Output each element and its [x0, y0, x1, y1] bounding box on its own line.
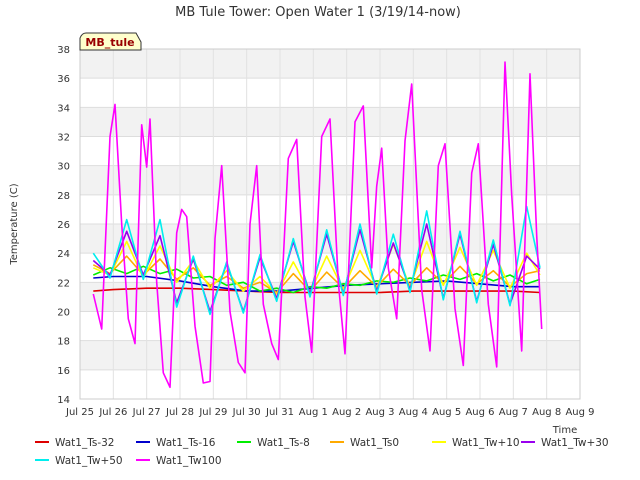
y-tick-label: 14 — [57, 395, 70, 406]
legend-label: Wat1_Ts-8 — [257, 437, 310, 449]
legend-label: Wat1_Ts-32 — [55, 437, 115, 449]
x-tick-label: Jul 31 — [265, 407, 294, 418]
x-tick-label: Jul 30 — [232, 407, 261, 418]
x-tick-label: Aug 7 — [499, 407, 528, 418]
legend-label: Wat1_Tw100 — [156, 455, 222, 467]
y-tick-label: 24 — [57, 249, 70, 260]
y-axis-label: Temperature (C) — [9, 183, 20, 265]
x-tick-label: Jul 25 — [65, 407, 94, 418]
x-tick-label: Aug 1 — [299, 407, 328, 418]
station-label: MB_tule — [85, 36, 134, 49]
plot-band — [80, 311, 580, 341]
x-axis: Jul 25 Jul 26 Jul 27 Jul 28 Jul 29 Jul 30 Jul … — [65, 407, 595, 418]
legend-label: Wat1_Tw+30 — [541, 437, 609, 449]
x-axis-label: Time — [552, 425, 577, 436]
y-tick-label: 34 — [57, 103, 70, 114]
plot-band — [80, 194, 580, 224]
plot-band — [80, 165, 580, 195]
chart-title: MB Tule Tower: Open Water 1 (3/19/14-now… — [175, 5, 461, 20]
y-tick-label: 28 — [57, 191, 70, 202]
plot-frame — [79, 48, 581, 400]
plot-band — [80, 49, 580, 79]
y-tick-label: 38 — [57, 45, 70, 56]
y-axis: 14 16 18 20 22 24 26 28 30 32 34 36 38 — [57, 45, 70, 406]
plot-band — [80, 78, 580, 108]
x-tick-label: Aug 9 — [565, 407, 594, 418]
x-tick-label: Aug 3 — [365, 407, 394, 418]
y-tick-label: 20 — [57, 308, 70, 319]
plot-band — [80, 340, 580, 370]
x-tick-label: Aug 5 — [432, 407, 461, 418]
y-tick-label: 30 — [57, 162, 70, 173]
station-label-tab — [79, 32, 142, 51]
x-tick-label: Aug 6 — [465, 407, 494, 418]
legend-label: Wat1_Ts-16 — [156, 437, 216, 449]
x-tick-label: Jul 27 — [132, 407, 161, 418]
legend-label: Wat1_Ts0 — [350, 437, 399, 449]
x-tick-label: Aug 2 — [332, 407, 361, 418]
y-tick-label: 26 — [57, 220, 70, 231]
y-tick-label: 36 — [57, 74, 70, 85]
plot-band — [80, 136, 580, 166]
y-tick-label: 18 — [57, 337, 70, 348]
y-tick-label: 22 — [57, 278, 70, 289]
series-layer — [92, 61, 543, 389]
legend: Wat1_Ts-32 Wat1_Ts-16 Wat1_Ts-8 Wat1_Ts0 Wat… — [35, 437, 609, 467]
x-tick-label: Jul 29 — [198, 407, 227, 418]
y-tick-label: 16 — [57, 366, 70, 377]
legend-label: Wat1_Tw+10 — [452, 437, 520, 449]
y-tick-label: 32 — [57, 133, 70, 144]
station-label-box: MB_tule — [79, 32, 142, 51]
legend-label: Wat1_Tw+50 — [55, 455, 123, 467]
x-tick-label: Aug 4 — [399, 407, 428, 418]
series-line-wat1-tw100 — [92, 61, 543, 389]
plot-band — [80, 369, 580, 399]
x-tick-label: Jul 26 — [98, 407, 127, 418]
x-tick-label: Jul 28 — [165, 407, 194, 418]
x-tick-label: Aug 8 — [532, 407, 561, 418]
